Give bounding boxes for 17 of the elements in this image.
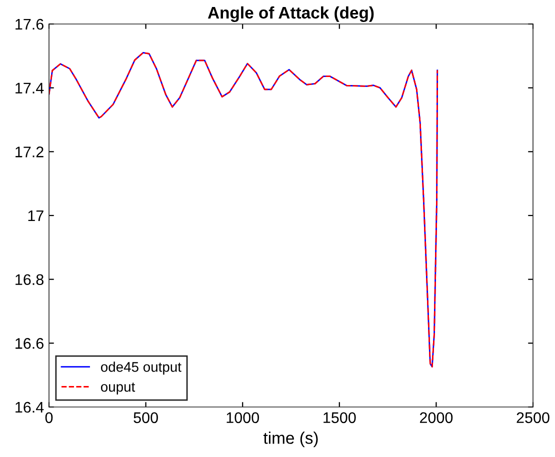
x-tick-label: 500 — [134, 412, 158, 424]
x-tick-label: 2000 — [420, 412, 453, 424]
chart-title: Angle of Attack (deg) — [208, 6, 374, 22]
legend-label: ouput — [100, 382, 136, 394]
y-tick-label: 17.6 — [16, 18, 44, 30]
y-tick-label: 17 — [28, 210, 44, 222]
y-tick-label: 16.8 — [16, 274, 44, 286]
y-tick-label: 16.4 — [16, 402, 44, 413]
y-tick-label: 17.4 — [16, 82, 44, 94]
x-tick-label: 2500 — [516, 412, 550, 424]
x-tick-label: 0 — [45, 412, 53, 424]
x-tick-label: 1000 — [226, 412, 259, 424]
legend-label: ode45 output — [100, 362, 182, 375]
x-axis-title: time (s) — [263, 432, 318, 448]
y-tick-label: 16.6 — [16, 338, 44, 349]
x-tick-label: 1500 — [324, 412, 356, 424]
y-tick-label: 17.2 — [16, 146, 44, 158]
